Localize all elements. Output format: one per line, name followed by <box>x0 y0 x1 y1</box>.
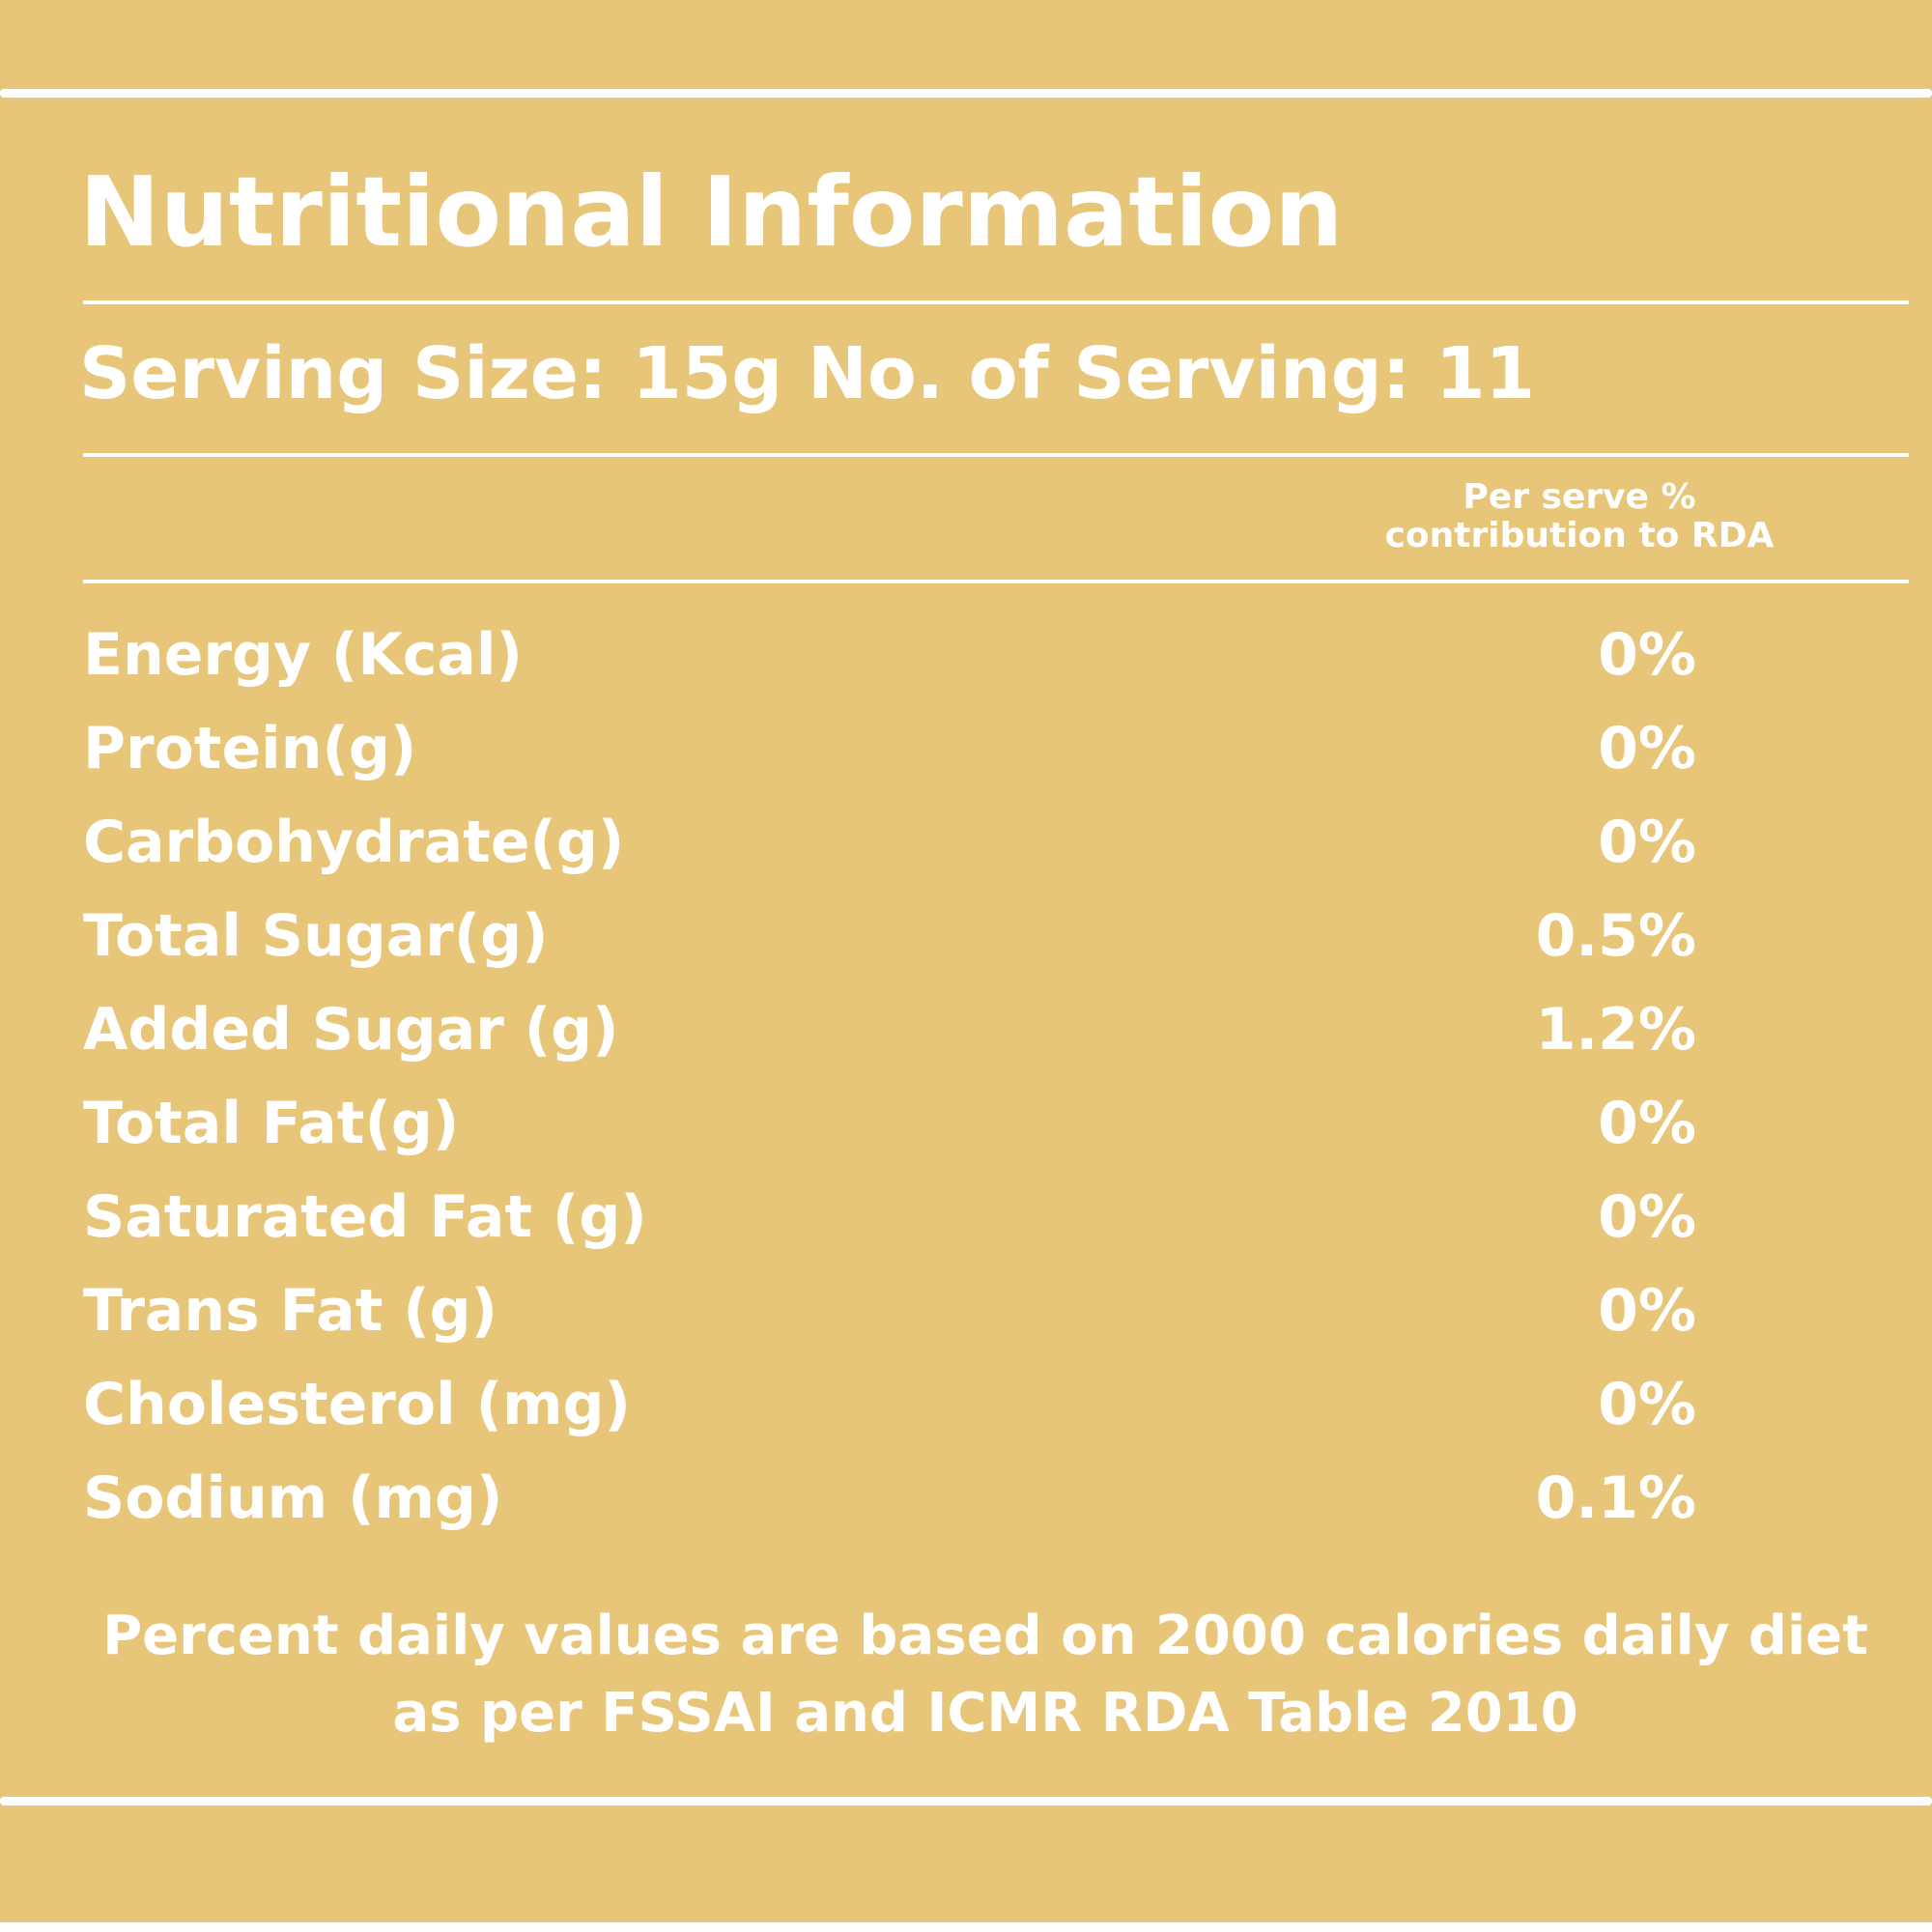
divider-line <box>83 580 1909 583</box>
nutrient-name: Total Fat(g) <box>83 1090 460 1157</box>
footnote-line-2: as per FSSAI and ICMR RDA Table 2010 <box>392 1682 1578 1745</box>
rda-column-header-line-2: contribution to RDA <box>1384 516 1775 555</box>
nutrient-row: Saturated Fat (g) 0% <box>83 1171 1696 1264</box>
rda-column-header-line-1: Per serve % <box>1463 477 1696 517</box>
nutrient-name: Sodium (mg) <box>83 1464 503 1532</box>
nutrient-row: Carbohydrate(g) 0% <box>83 796 1696 890</box>
serving-info: Serving Size: 15g No. of Serving: 11 <box>79 332 1535 415</box>
nutrient-row: Added Sugar (g) 1.2% <box>83 983 1696 1077</box>
nutrient-name: Trans Fat (g) <box>83 1277 498 1345</box>
divider-line <box>83 300 1909 304</box>
nutrient-row: Protein(g) 0% <box>83 702 1696 796</box>
nutrient-row: Sodium (mg) 0.1% <box>83 1452 1696 1546</box>
nutrient-rda-value: 0% <box>1598 715 1696 782</box>
nutrient-list: Energy (Kcal) 0% Protein(g) 0% Carbohydr… <box>83 609 1696 1546</box>
nutrient-rda-value: 0.5% <box>1535 902 1696 970</box>
nutrient-rda-value: 0% <box>1598 621 1696 689</box>
nutrient-rda-value: 0.1% <box>1535 1464 1696 1532</box>
bottom-border-line <box>0 1797 1932 1805</box>
nutrient-row: Energy (Kcal) 0% <box>83 609 1696 702</box>
top-border-line <box>0 89 1932 98</box>
nutrient-name: Energy (Kcal) <box>83 621 523 689</box>
nutrient-name: Total Sugar(g) <box>83 902 549 970</box>
nutrient-row: Cholesterol (mg) 0% <box>83 1358 1696 1452</box>
nutrient-name: Saturated Fat (g) <box>83 1183 647 1251</box>
nutrient-row: Trans Fat (g) 0% <box>83 1264 1696 1358</box>
nutrient-rda-value: 0% <box>1598 1090 1696 1157</box>
divider-line <box>83 453 1909 457</box>
footnote-line-1: Percent daily values are based on 2000 c… <box>102 1605 1868 1667</box>
nutrient-rda-value: 0% <box>1598 1371 1696 1438</box>
nutrient-row: Total Sugar(g) 0.5% <box>83 890 1696 983</box>
label-title: Nutritional Information <box>79 156 1344 269</box>
nutrient-name: Cholesterol (mg) <box>83 1371 631 1438</box>
nutrient-row: Total Fat(g) 0% <box>83 1077 1696 1171</box>
nutrient-name: Protein(g) <box>83 715 417 782</box>
nutrient-name: Carbohydrate(g) <box>83 809 625 876</box>
nutrient-rda-value: 0% <box>1598 809 1696 876</box>
nutrient-name: Added Sugar (g) <box>83 996 619 1064</box>
nutrient-rda-value: 1.2% <box>1535 996 1696 1064</box>
nutrient-rda-value: 0% <box>1598 1183 1696 1251</box>
nutrient-rda-value: 0% <box>1598 1277 1696 1345</box>
